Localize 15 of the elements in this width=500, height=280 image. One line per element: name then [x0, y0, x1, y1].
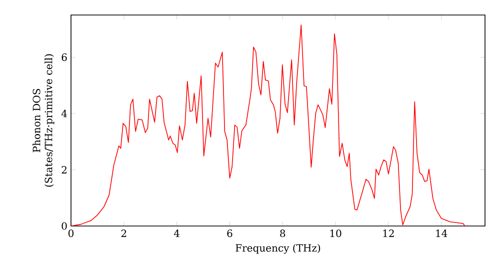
x-tick-label: 0 — [68, 230, 74, 238]
x-tick-label: 8 — [280, 230, 286, 238]
x-tick-label: 10 — [330, 230, 342, 238]
x-tick-label: 4 — [174, 230, 180, 237]
y-tick-label: 6 — [62, 53, 67, 61]
x-tick-label: 14 — [436, 230, 448, 237]
x-tick-label: 12 — [383, 230, 394, 237]
x-tick-label: 6 — [227, 230, 232, 238]
y-tick-label: 2 — [62, 166, 66, 174]
y-tick-label: 0 — [62, 222, 67, 230]
line-series — [71, 24, 466, 226]
x-axis-title: Frequency (THz) — [236, 244, 320, 254]
y-axis-title: Phonon DOS (States/THz·primitive cell) — [32, 54, 54, 187]
y-tick-label: 4 — [61, 110, 67, 118]
x-tick-label: 2 — [121, 230, 126, 237]
